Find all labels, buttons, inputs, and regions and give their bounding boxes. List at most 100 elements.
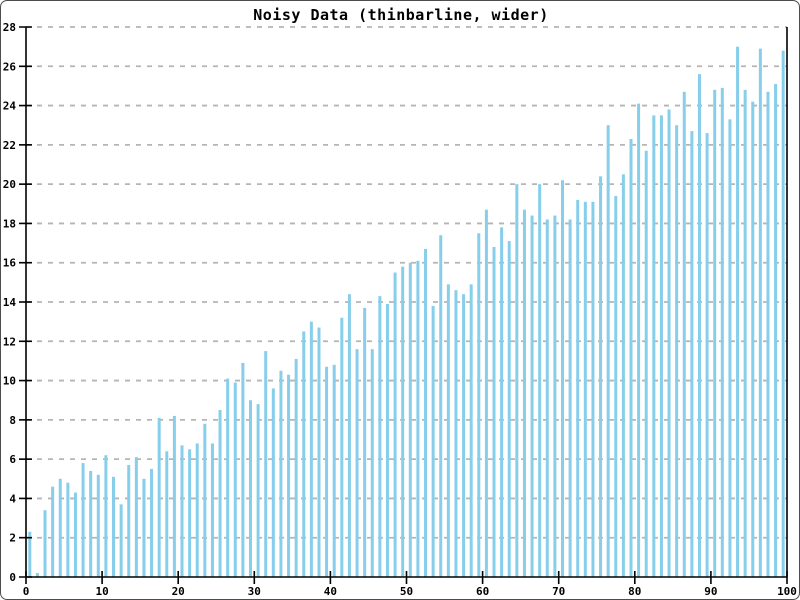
bar bbox=[28, 531, 32, 577]
bar bbox=[279, 370, 283, 577]
bar bbox=[332, 364, 336, 577]
bar bbox=[112, 476, 116, 577]
y-tick-label: 2 bbox=[9, 532, 16, 545]
bar bbox=[583, 201, 587, 578]
bar bbox=[758, 48, 762, 578]
bar bbox=[431, 305, 435, 577]
bar bbox=[751, 101, 755, 578]
y-tick-label: 8 bbox=[9, 414, 16, 427]
bar bbox=[264, 351, 268, 577]
bar bbox=[119, 504, 123, 577]
x-tick-label: 40 bbox=[324, 585, 337, 598]
bar bbox=[73, 492, 77, 577]
bar bbox=[370, 349, 374, 577]
bar bbox=[58, 478, 62, 577]
bar bbox=[150, 468, 154, 577]
bar bbox=[774, 83, 778, 577]
bar bbox=[766, 91, 770, 578]
x-tick-label: 60 bbox=[476, 585, 489, 598]
y-tick-label: 4 bbox=[9, 492, 16, 505]
y-tick-label: 6 bbox=[9, 453, 16, 466]
bar bbox=[195, 443, 199, 577]
bar bbox=[363, 307, 367, 577]
bar bbox=[484, 209, 488, 577]
x-tick-label: 10 bbox=[95, 585, 108, 598]
bar bbox=[408, 262, 412, 577]
bar bbox=[241, 362, 245, 577]
bar bbox=[340, 317, 344, 577]
bar bbox=[591, 201, 595, 578]
bar bbox=[446, 284, 450, 577]
bar bbox=[781, 50, 785, 578]
bar bbox=[256, 404, 260, 577]
bar bbox=[500, 227, 504, 577]
bar bbox=[51, 486, 55, 577]
y-tick-label: 0 bbox=[9, 571, 16, 584]
bar bbox=[317, 327, 321, 577]
x-tick-label: 90 bbox=[704, 585, 717, 598]
y-tick-label: 26 bbox=[3, 60, 17, 73]
bar bbox=[104, 455, 108, 577]
bar bbox=[743, 89, 747, 577]
bar bbox=[553, 215, 557, 578]
bar bbox=[302, 331, 306, 577]
bar bbox=[355, 349, 359, 577]
bar bbox=[621, 174, 625, 578]
bar bbox=[439, 235, 443, 577]
bar-series bbox=[28, 46, 785, 578]
bar bbox=[165, 451, 169, 577]
bar bbox=[675, 125, 679, 577]
bar bbox=[454, 290, 458, 577]
bar bbox=[659, 115, 663, 578]
bar bbox=[233, 382, 237, 577]
bar bbox=[134, 457, 138, 577]
x-tick-label: 50 bbox=[400, 585, 413, 598]
bar bbox=[690, 131, 694, 577]
bar bbox=[568, 219, 572, 577]
gridlines bbox=[26, 26, 787, 539]
y-tick-label: 22 bbox=[3, 139, 16, 152]
y-tick-label: 20 bbox=[3, 178, 16, 191]
bar bbox=[424, 248, 428, 577]
x-tick-label: 20 bbox=[172, 585, 185, 598]
bar bbox=[142, 478, 146, 577]
bar bbox=[652, 115, 656, 578]
bar bbox=[378, 296, 382, 577]
bar bbox=[728, 119, 732, 578]
bar bbox=[538, 184, 542, 577]
bar bbox=[127, 465, 131, 577]
bar bbox=[309, 321, 313, 577]
bar bbox=[477, 233, 481, 577]
x-tick-label: 100 bbox=[777, 585, 797, 598]
y-tick-label: 14 bbox=[3, 296, 17, 309]
bar bbox=[507, 241, 511, 577]
bar bbox=[188, 449, 192, 577]
bar bbox=[644, 150, 648, 577]
bar bbox=[599, 176, 603, 578]
bar bbox=[218, 410, 222, 577]
bar bbox=[522, 209, 526, 577]
y-tick-label: 12 bbox=[3, 335, 16, 348]
bar bbox=[157, 417, 161, 577]
bar bbox=[713, 89, 717, 577]
y-tick-label: 18 bbox=[3, 217, 16, 230]
bar bbox=[248, 400, 252, 577]
bar bbox=[294, 358, 298, 577]
bar bbox=[271, 388, 275, 577]
x-tick-label: 30 bbox=[248, 585, 261, 598]
x-tick-label: 70 bbox=[552, 585, 565, 598]
bar bbox=[462, 294, 466, 577]
bar bbox=[325, 366, 329, 577]
bar bbox=[172, 415, 176, 577]
bar bbox=[637, 103, 641, 577]
bar bbox=[416, 260, 420, 577]
bar bbox=[385, 303, 389, 577]
y-tick-label: 24 bbox=[3, 100, 17, 113]
bar bbox=[180, 445, 184, 577]
bar bbox=[697, 74, 701, 578]
bar bbox=[469, 284, 473, 577]
bar bbox=[736, 46, 740, 577]
bar bbox=[210, 443, 214, 577]
y-tick-label: 10 bbox=[3, 375, 16, 388]
